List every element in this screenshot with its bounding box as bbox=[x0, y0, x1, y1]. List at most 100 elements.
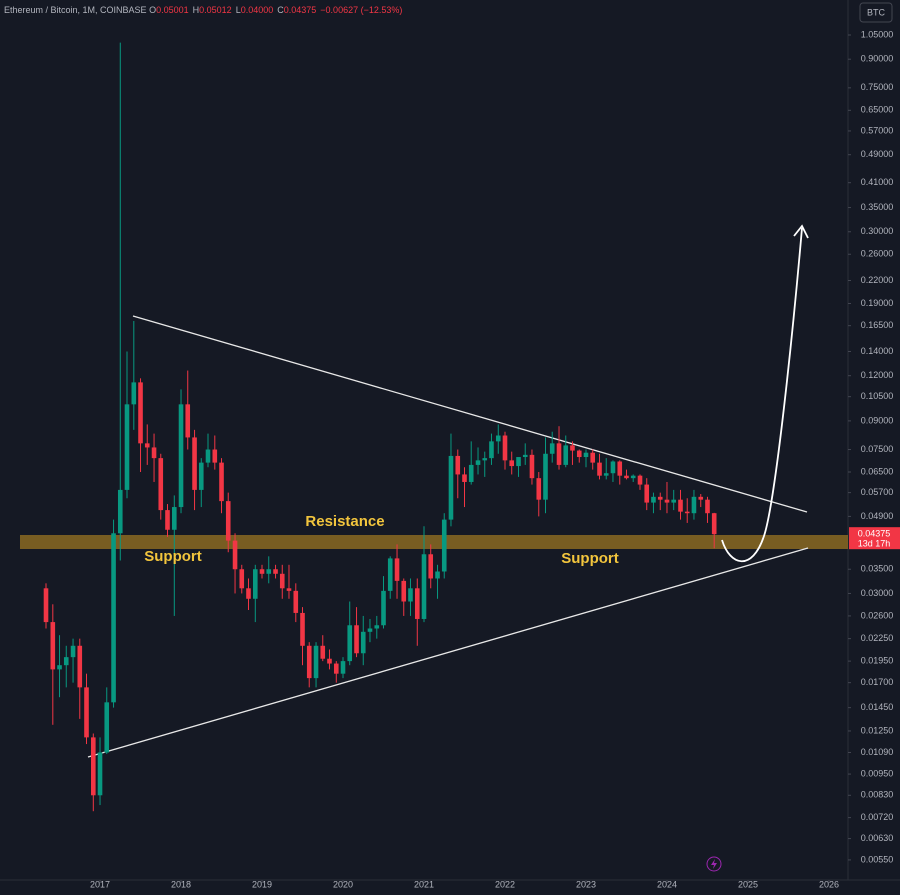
x-tick-label: 2020 bbox=[333, 879, 353, 889]
candle-body bbox=[313, 645, 319, 679]
candle-body bbox=[340, 661, 346, 674]
x-tick-label: 2021 bbox=[414, 879, 434, 889]
candle-body bbox=[644, 484, 650, 503]
candle-body bbox=[468, 464, 474, 482]
candle-body bbox=[293, 590, 299, 613]
candle-body bbox=[435, 571, 440, 579]
event-icon[interactable] bbox=[706, 856, 722, 872]
candle-body bbox=[394, 558, 400, 581]
y-tick-label: 0.00720 bbox=[861, 812, 894, 822]
candle-body bbox=[698, 496, 704, 500]
candle-body bbox=[664, 499, 670, 503]
resistance-trendline bbox=[132, 315, 808, 513]
candle-body bbox=[408, 588, 413, 602]
candle-body bbox=[536, 478, 542, 500]
projection-arrow bbox=[721, 227, 803, 563]
y-tick-label: 0.65000 bbox=[861, 105, 894, 115]
candle-body bbox=[97, 752, 103, 796]
candle-body bbox=[630, 475, 636, 479]
y-tick-label: 0.75000 bbox=[861, 82, 894, 92]
candle-body bbox=[91, 737, 96, 796]
currency-label[interactable]: BTC bbox=[867, 7, 886, 17]
currency-button[interactable] bbox=[859, 2, 893, 23]
field-value: 0.05001 bbox=[156, 5, 189, 15]
y-tick-label: 1.05000 bbox=[861, 29, 894, 39]
candle-body bbox=[360, 631, 366, 654]
candle-body bbox=[590, 452, 596, 463]
candles bbox=[43, 42, 717, 812]
candle-body bbox=[333, 663, 339, 674]
candle-body bbox=[414, 588, 420, 619]
candle-body bbox=[387, 558, 393, 591]
y-tick-label: 0.01450 bbox=[861, 702, 894, 712]
y-tick-label: 0.57000 bbox=[861, 125, 894, 135]
x-tick-label: 2024 bbox=[657, 879, 677, 889]
candle-body bbox=[549, 443, 555, 454]
candle-body bbox=[509, 460, 515, 467]
candle-body bbox=[482, 458, 488, 461]
candle-body bbox=[543, 453, 548, 500]
y-tick-label: 0.19000 bbox=[861, 298, 894, 308]
candle-body bbox=[306, 645, 312, 679]
candle-body bbox=[367, 628, 373, 632]
candle-body bbox=[43, 588, 49, 623]
price-tag-countdown: 13d 17h bbox=[858, 539, 891, 549]
candle-body bbox=[462, 474, 467, 482]
candle-body bbox=[185, 404, 191, 438]
candle-body bbox=[489, 441, 494, 459]
symbol-header: Ethereum / Bitcoin, 1M, COINBASE O0.0500… bbox=[4, 5, 406, 15]
y-tick-label: 0.05700 bbox=[861, 487, 894, 497]
y-tick-label: 0.04900 bbox=[861, 511, 894, 521]
annotation: Resistance bbox=[305, 513, 384, 530]
candle-body bbox=[711, 513, 717, 535]
candle-body bbox=[300, 612, 305, 646]
candle-body bbox=[495, 435, 501, 442]
symbol: Ethereum / Bitcoin, 1M, COINBASE bbox=[4, 5, 147, 15]
candle-body bbox=[111, 533, 116, 703]
price-tag-value: 0.04375 bbox=[858, 529, 891, 539]
arrow-head bbox=[793, 224, 809, 239]
field-label: H bbox=[192, 5, 200, 15]
field-value: 0.04000 bbox=[240, 5, 274, 15]
price-tag bbox=[849, 527, 900, 550]
x-tick-label: 2025 bbox=[738, 879, 758, 889]
candle-body bbox=[455, 455, 461, 475]
candle-body bbox=[684, 511, 690, 514]
candle-body bbox=[286, 588, 292, 591]
y-tick-label: 0.01090 bbox=[861, 747, 894, 757]
candle-body bbox=[441, 519, 447, 572]
y-tick-label: 0.14000 bbox=[861, 346, 894, 356]
candle-body bbox=[266, 569, 272, 574]
candle-body bbox=[428, 554, 434, 579]
y-tick-label: 0.00630 bbox=[861, 833, 894, 843]
candle-body bbox=[651, 496, 656, 503]
candle-body bbox=[448, 455, 454, 520]
candle-body bbox=[158, 458, 164, 511]
y-tick-label: 0.26000 bbox=[861, 249, 894, 259]
candle-body bbox=[131, 382, 137, 405]
y-tick-label: 0.10500 bbox=[861, 391, 894, 401]
y-tick-label: 0.41000 bbox=[861, 177, 894, 187]
candle-body bbox=[610, 461, 616, 474]
y-tick-label: 0.02600 bbox=[861, 610, 894, 620]
candle-body bbox=[144, 443, 150, 448]
y-tick-label: 0.00550 bbox=[861, 854, 894, 864]
candle-body bbox=[678, 499, 683, 512]
candle-body bbox=[63, 657, 69, 666]
candle-body bbox=[252, 569, 258, 599]
candle-body bbox=[617, 461, 623, 476]
candle-body bbox=[597, 462, 602, 476]
candle-body bbox=[576, 450, 582, 458]
y-tick-label: 0.22000 bbox=[861, 275, 894, 285]
candle-body bbox=[516, 457, 521, 467]
candle-body bbox=[70, 645, 76, 658]
candle-body bbox=[603, 473, 609, 476]
candle-body bbox=[502, 435, 508, 461]
candle-body bbox=[529, 454, 535, 479]
candle-body bbox=[691, 496, 697, 514]
candle-body bbox=[327, 658, 332, 664]
candle-body bbox=[354, 625, 359, 654]
candle-body bbox=[117, 489, 123, 534]
y-tick-label: 0.49000 bbox=[861, 149, 894, 159]
